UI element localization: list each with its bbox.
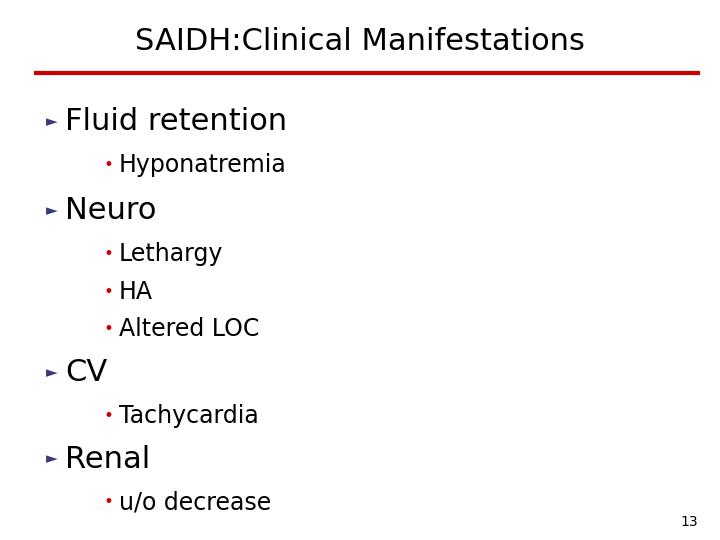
Text: ►: ► [46,203,58,218]
Text: ►: ► [46,451,58,467]
Text: ►: ► [46,365,58,380]
Text: •: • [103,156,113,174]
Text: 13: 13 [681,515,698,529]
Text: •: • [103,245,113,263]
Text: Lethargy: Lethargy [119,242,223,266]
Text: Tachycardia: Tachycardia [119,404,258,428]
Text: Renal: Renal [65,444,150,474]
Text: •: • [103,320,113,339]
Text: •: • [103,407,113,425]
Text: Neuro: Neuro [65,196,156,225]
Text: Fluid retention: Fluid retention [65,107,287,136]
Text: ►: ► [46,114,58,129]
Text: HA: HA [119,280,153,303]
Text: Hyponatremia: Hyponatremia [119,153,287,177]
Text: CV: CV [65,358,107,387]
Text: •: • [103,493,113,511]
Text: SAIDH:Clinical Manifestations: SAIDH:Clinical Manifestations [135,27,585,56]
Text: u/o decrease: u/o decrease [119,490,271,514]
Text: Altered LOC: Altered LOC [119,318,259,341]
Text: •: • [103,282,113,301]
